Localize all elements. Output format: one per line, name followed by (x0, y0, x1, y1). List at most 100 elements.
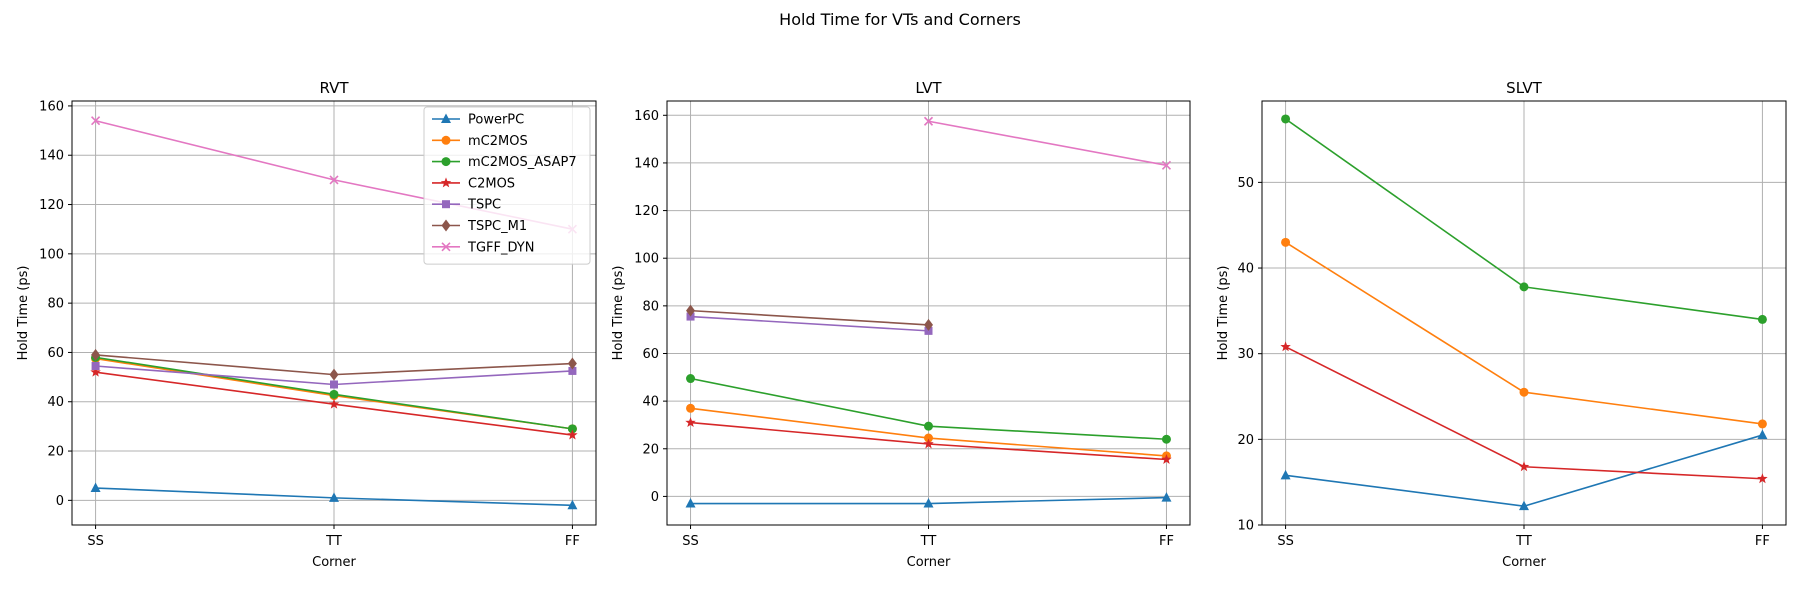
data-point (329, 389, 339, 399)
series-mc2mos-asap7 (686, 374, 1171, 444)
y-tick-label: 120 (634, 204, 659, 219)
y-tick-label: 140 (39, 149, 64, 164)
series-c2mos (685, 417, 1172, 464)
data-point (91, 348, 101, 361)
chart-panel-lvt: SS TT FF 0 20 40 60 80 100 120 140 160 LVT Corner Hold… (611, 79, 1191, 570)
data-point (567, 357, 577, 370)
data-point (1281, 237, 1291, 247)
x-tick-label: SS (87, 534, 104, 549)
series-line (690, 309, 929, 326)
series-group (685, 116, 1172, 508)
series-powerpc (685, 492, 1172, 508)
data-point (685, 417, 696, 428)
series-c2mos (90, 366, 578, 440)
data-point (1161, 492, 1172, 502)
y-tick-label: 20 (642, 442, 659, 457)
data-point (1161, 453, 1172, 464)
y-tick-label: 160 (39, 99, 64, 114)
series-tspc-m1 (91, 348, 577, 381)
x-axis-label: Corner (907, 555, 951, 570)
legend-box (423, 106, 591, 265)
series-tgff-dyn (923, 116, 1172, 170)
data-point (1757, 314, 1767, 324)
data-point (923, 116, 934, 126)
legend-marker (441, 242, 451, 252)
legend-marker (440, 177, 452, 188)
legend-label: mC2MOS_ASAP7 (468, 155, 577, 170)
data-point (328, 398, 340, 409)
data-point (686, 374, 696, 384)
chart-title: SLVT (1506, 79, 1542, 97)
y-tick-label: 0 (651, 490, 659, 505)
data-point (1161, 434, 1171, 444)
y-tick-label: 140 (634, 156, 659, 171)
legend-label: mC2MOS (468, 134, 528, 149)
y-tick-label: 50 (1237, 176, 1254, 191)
data-point (567, 499, 578, 510)
y-tick-label: 0 (56, 494, 64, 509)
x-axis-label: Corner (1502, 555, 1546, 570)
y-tick-label: 60 (47, 346, 64, 361)
series-powerpc (90, 482, 578, 510)
data-point (330, 380, 338, 389)
x-tick-label: FF (565, 534, 580, 549)
y-tick-label: 10 (1237, 519, 1254, 534)
series-group (1280, 114, 1768, 511)
data-point (91, 362, 100, 370)
data-point (923, 438, 934, 449)
series-tspc (91, 362, 577, 389)
y-tick-label: 40 (1237, 262, 1254, 277)
legend-marker (441, 135, 451, 145)
data-point (1281, 114, 1291, 124)
data-point (1280, 469, 1291, 480)
y-tick-label: 20 (47, 445, 64, 460)
x-tick-label: SS (1277, 534, 1294, 549)
data-point (1518, 461, 1530, 472)
data-point (329, 368, 339, 381)
data-point (329, 175, 339, 185)
data-point (1519, 282, 1529, 292)
y-tick-label: 80 (642, 299, 659, 314)
data-point (90, 366, 101, 377)
series-line (690, 315, 929, 332)
series-tspc-m1 (686, 304, 933, 331)
data-point (90, 482, 101, 493)
legend-item: TGFF_DYN (432, 240, 534, 255)
y-tick-label: 80 (47, 297, 64, 312)
legend: PowerPC mC2MOS mC2MOS_ASAP7 C2MOS TSPC TSPC_M… (423, 106, 591, 265)
data-point (1519, 500, 1529, 511)
figure-title: Hold Time for VTs and Corners (779, 10, 1021, 29)
data-point (1757, 419, 1767, 429)
legend-item: mC2MOS (432, 134, 528, 149)
y-tick-label: 100 (634, 252, 659, 267)
x-tick-label: TT (325, 534, 342, 549)
data-point (1161, 160, 1172, 170)
legend-label: PowerPC (468, 113, 524, 128)
x-tick-label: FF (1159, 534, 1174, 549)
legend-marker (441, 113, 451, 123)
legend-marker (441, 157, 451, 167)
data-point (329, 492, 339, 502)
chart-title: RVT (319, 79, 349, 97)
x-axis-label: Corner (312, 555, 356, 570)
data-point (1280, 341, 1291, 352)
data-point (1519, 387, 1529, 397)
legend-item: TSPC_M1 (432, 219, 527, 234)
data-point (924, 318, 933, 331)
series-c2mos (1280, 341, 1768, 484)
y-axis-label: Hold Time (ps) (611, 266, 626, 361)
data-point (568, 366, 577, 375)
x-tick-label: TT (920, 534, 937, 549)
x-tick-label: SS (682, 534, 699, 549)
y-tick-label: 100 (39, 247, 64, 262)
data-point (1757, 473, 1768, 484)
legend-marker (441, 219, 451, 232)
y-tick-label: 60 (642, 347, 659, 362)
data-point (924, 433, 933, 443)
data-point (923, 498, 934, 508)
y-tick-label: 120 (39, 198, 64, 213)
data-point (924, 421, 933, 431)
y-tick-label: 40 (642, 395, 659, 410)
legend-item: PowerPC (432, 113, 524, 128)
